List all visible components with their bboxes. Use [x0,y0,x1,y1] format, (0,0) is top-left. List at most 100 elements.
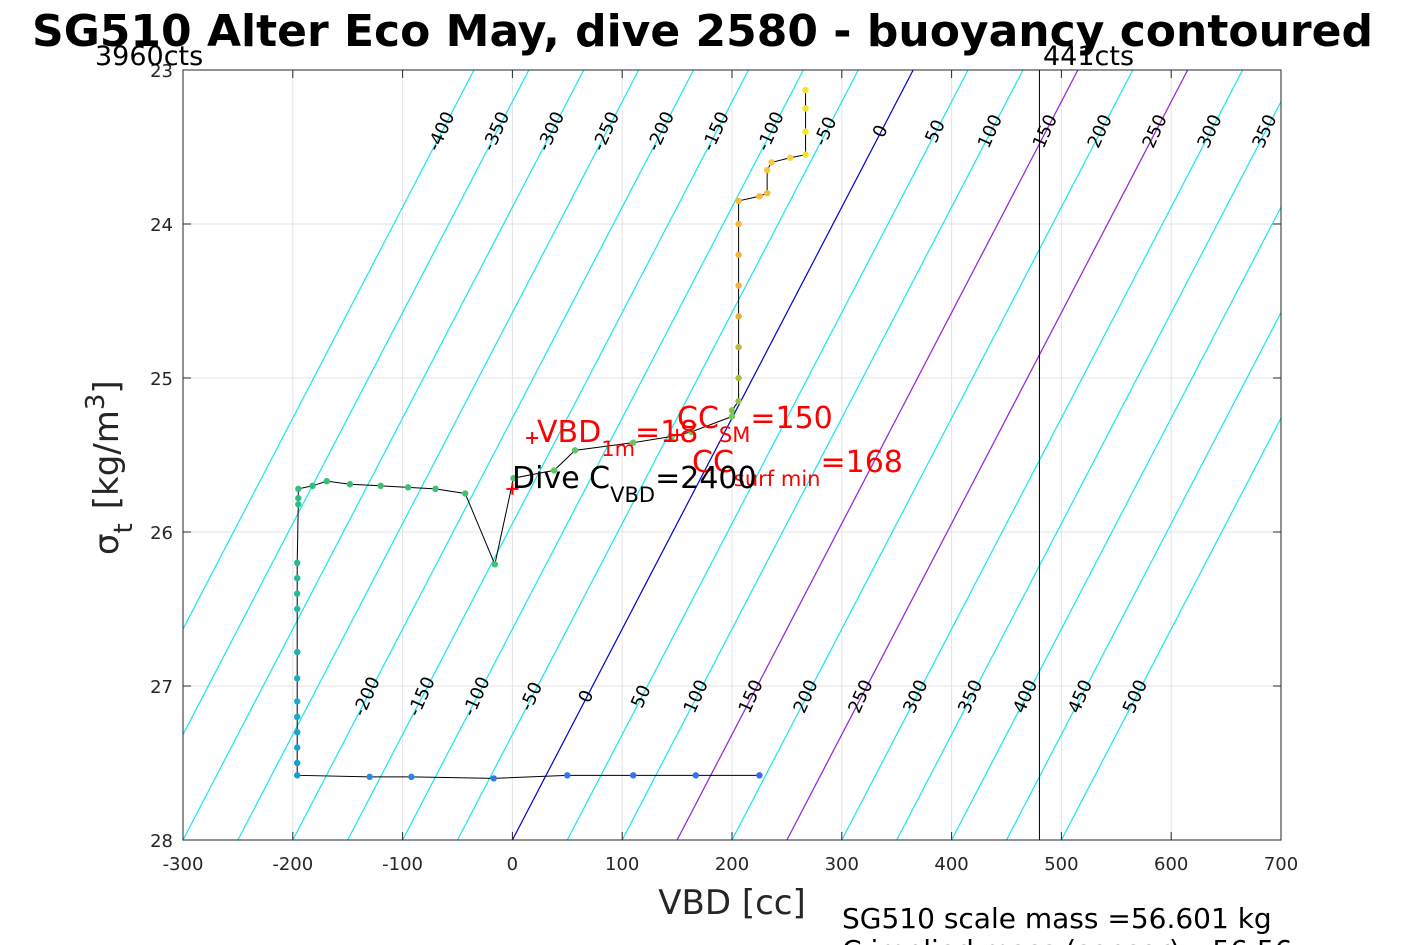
profile-point [735,397,742,405]
profile-series [293,86,809,782]
profile-point [491,561,499,568]
profile-point [735,344,742,351]
contour-line [731,70,1134,840]
y-label-sub: t [109,523,139,533]
contour-line [183,70,585,840]
y-tick-label: 27 [150,677,173,698]
profile-point [346,481,354,488]
vbd-main: VBD [537,415,601,450]
contour-line [456,70,859,840]
cc-sm-tail: =150 [750,401,832,436]
profile-point [763,190,771,197]
contour-line [183,70,530,736]
profile-point [756,193,763,200]
x-axis-ticks: -300 -200 -100 0 100 200 300 400 500 600 700 [163,70,1298,875]
footer-line-2: C implied mass (sensor) =56.56 [842,934,1292,945]
contour-line [1060,416,1281,840]
profile-point [692,772,699,779]
x-tick-label: 200 [715,854,749,875]
x-tick-label: 0 [507,854,518,875]
profile-point [735,251,742,258]
contour-line-purple [786,70,1189,840]
profile-point [802,128,809,135]
profile-point [293,713,301,720]
contour-line [292,70,695,840]
profile-point [366,773,373,781]
profile-point [295,485,302,493]
footer-line-1: SG510 scale mass =56.601 kg [842,902,1272,935]
dive-cvbd-main: Dive C [512,461,610,496]
profile-point [293,772,301,779]
profile-point [293,744,301,751]
plus-marker [526,432,539,445]
profile-point [564,772,571,779]
y-label-sigma: σ [87,533,127,555]
profile-point [728,413,736,420]
x-tick-label: 700 [1264,854,1298,875]
profile-point [756,772,763,779]
x-tick-label: -300 [163,854,204,875]
x-tick-label: 500 [1044,854,1078,875]
profile-point [295,501,302,508]
profile-point [735,282,742,289]
contour-line [347,70,750,840]
profile-point [293,729,301,736]
profile-point [802,151,809,158]
dive-cvbd-annotation: Dive CVBD=2400 [512,461,757,507]
vbd-1m-annotation: VBD1m=18 [537,415,698,461]
profile-point [786,154,794,161]
profile-point [629,772,637,779]
contour-line-zero [511,70,914,840]
y-label-sup: 3 [81,394,111,411]
profile-point [293,605,301,613]
cc-sm-sub: SM [719,423,750,447]
profile-point [295,494,302,502]
y-tick-label: 25 [150,369,173,390]
contour-line-purple [676,70,1079,840]
dive-cvbd-sub: VBD [610,483,655,507]
profile-point [309,482,316,489]
profile-point [571,447,579,454]
vbd-sub: 1m [601,437,635,461]
profile-point [432,485,439,493]
profile-point [763,166,771,174]
profile-point [735,374,742,382]
x-tick-label: -100 [382,854,423,875]
profile-point [293,648,301,656]
profile-point [735,220,742,228]
chart-title: SG510 Alter Eco May, dive 2580 - buoyanc… [32,6,1373,57]
x-tick-label: -200 [272,854,313,875]
plus-marker [671,428,684,441]
x-tick-label: 600 [1154,854,1188,875]
profile-point [802,105,809,112]
profile-point [293,675,301,682]
cc-surf-main: CC [692,445,734,480]
profile-point [404,484,412,491]
y-axis-ticks: 23 24 25 26 27 28 [150,61,1281,852]
profile-point [629,439,637,446]
dive-cvbd-tail: =2400 [655,461,756,496]
profile-point [510,474,517,482]
buoyancy-contours [183,70,1281,840]
cc-surf-sub: surf min [734,467,821,491]
profile-point [323,477,331,485]
profile-point [377,482,384,489]
cc-surf-annotation: CCsurf min=168 [692,445,903,491]
profile-point [293,590,301,597]
left-corner-label: 3960cts [95,41,203,72]
cc-sm-annotation: CCSM=150 [677,401,833,447]
profile-point [728,407,736,414]
markers [506,428,684,495]
x-tick-label: 400 [934,854,968,875]
contour-line [402,70,804,840]
profile-point [293,559,301,566]
profile-point [735,313,742,320]
grid-lines [183,70,1281,840]
y-label-close: ] [87,380,127,393]
profile-point [802,86,809,94]
contour-line [951,205,1281,840]
profile-point [293,575,301,582]
profile-point [461,490,469,497]
profile-point [293,759,301,767]
